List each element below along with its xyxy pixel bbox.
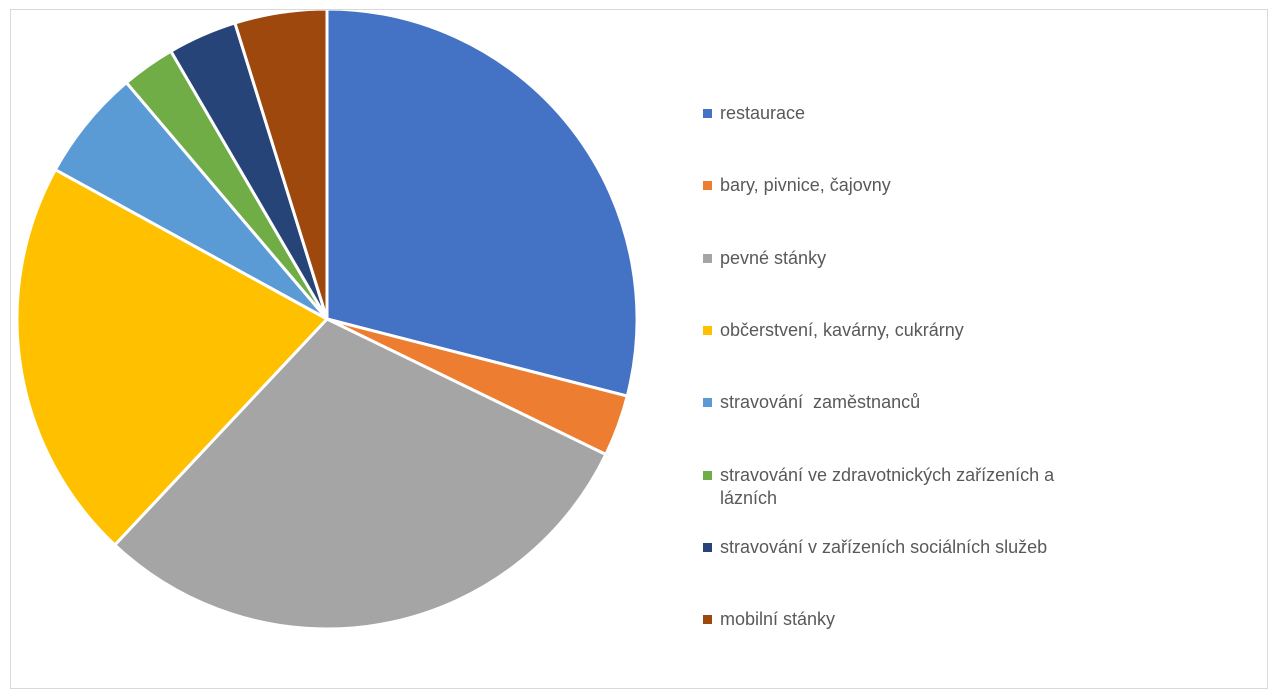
legend-item: občerstvení, kavárny, cukrárny: [703, 319, 1120, 342]
legend-item: mobilní stánky: [703, 608, 1120, 631]
legend-label: pevné stánky: [720, 247, 827, 268]
legend-swatch: [703, 253, 712, 263]
legend-swatch: [703, 181, 712, 191]
pie-slice-2: [113, 317, 608, 631]
legend-swatch: [703, 615, 712, 625]
legend-item: stravování ve zdravotnických zařízeních …: [703, 464, 1105, 510]
legend-item: stravování v zařízeních sociálních služe…: [703, 536, 1120, 559]
pie-slice-3: [15, 168, 329, 547]
legend-label: restaurace: [720, 103, 806, 123]
legend-swatch: [703, 542, 712, 552]
legend-label: stravování zaměstnanců: [720, 392, 921, 413]
legend-item: restaurace: [703, 102, 1120, 125]
pie-slice-0: [325, 10, 639, 398]
legend-item: bary, pivnice, čajovny: [703, 174, 1120, 197]
legend-swatch: [703, 325, 712, 335]
legend-label: stravování ve zdravotnických zařízeních …: [720, 464, 1055, 508]
legend-swatch: [703, 109, 712, 118]
legend-swatch: [703, 398, 712, 408]
legend-label: občerstvení, kavárny, cukrárny: [720, 319, 964, 340]
pie-chart: [15, 10, 639, 631]
legend-label: bary, pivnice, čajovny: [720, 175, 891, 196]
pie-slice-7: [233, 10, 329, 321]
legend-label: mobilní stánky: [720, 609, 836, 630]
chart-area: restaurace bary, pivnice, čajovny pevné st…: [10, 9, 1268, 689]
legend-item: pevné stánky: [703, 247, 1120, 270]
legend-swatch: [703, 470, 712, 480]
legend-label: stravování v zařízeních sociálních služe…: [720, 536, 1048, 557]
legend-item: stravování zaměstnanců: [703, 391, 1120, 414]
